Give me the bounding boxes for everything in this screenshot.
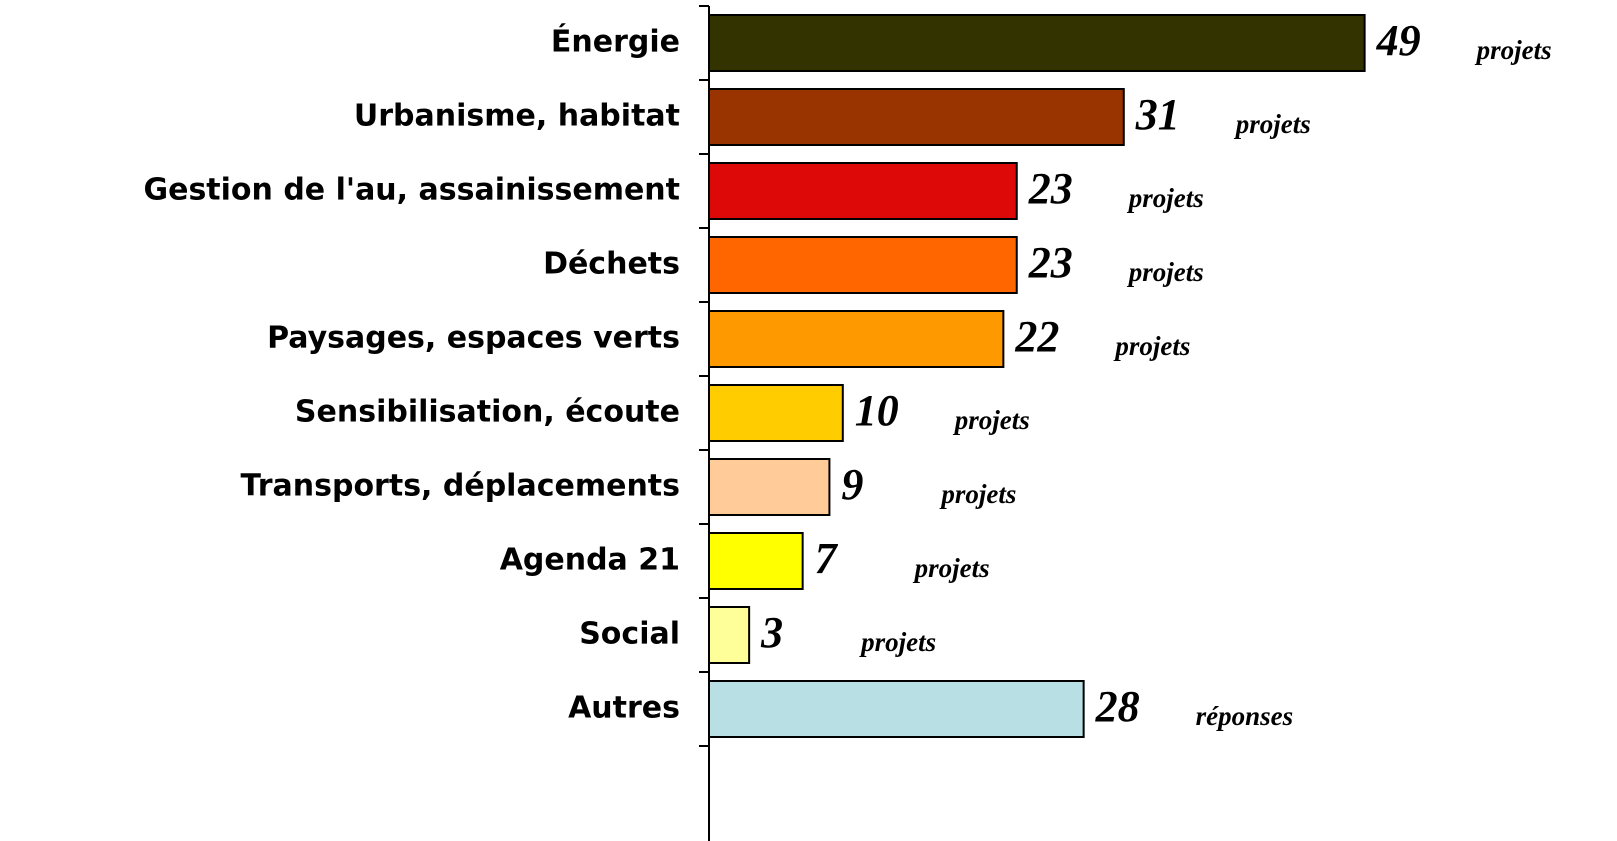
value-label: 49 [1376,16,1421,65]
value-unit: projets [913,553,990,583]
value-label: 28 [1095,682,1140,731]
bar [708,606,751,664]
bar [708,162,1018,220]
value-unit: projets [953,405,1030,435]
category-label: Autres [568,691,680,726]
bar [708,88,1125,146]
value-label: 31 [1135,90,1180,139]
bar [708,532,804,590]
category-label: Social [579,617,680,652]
value-label: 9 [841,460,863,509]
bar [708,310,1005,368]
category-label: Paysages, espaces verts [267,321,680,356]
value-unit: projets [859,627,936,657]
bar [708,384,844,442]
bar [708,14,1366,72]
category-label: Urbanisme, habitat [354,99,680,134]
bar [708,458,831,516]
category-label: Sensibilisation, écoute [295,395,680,430]
value-unit: projets [1127,183,1204,213]
category-label: Déchets [543,247,680,282]
value-label: 23 [1028,238,1073,287]
value-unit: projets [1475,35,1552,65]
value-unit: projets [1234,109,1311,139]
value-unit: projets [1127,257,1204,287]
bar [708,680,1085,738]
category-label: Énergie [551,24,680,60]
value-label: 7 [815,534,839,583]
bar [708,236,1018,294]
value-label: 10 [855,386,899,435]
value-label: 3 [760,608,783,657]
category-label: Transports, déplacements [241,469,680,504]
category-label: Agenda 21 [500,543,680,578]
value-label: 22 [1014,312,1059,361]
category-label: Gestion de l'au, assainissement [143,173,680,208]
value-unit: projets [1113,331,1190,361]
value-unit: projets [939,479,1016,509]
value-unit: réponses [1196,701,1294,731]
value-label: 23 [1028,164,1073,213]
